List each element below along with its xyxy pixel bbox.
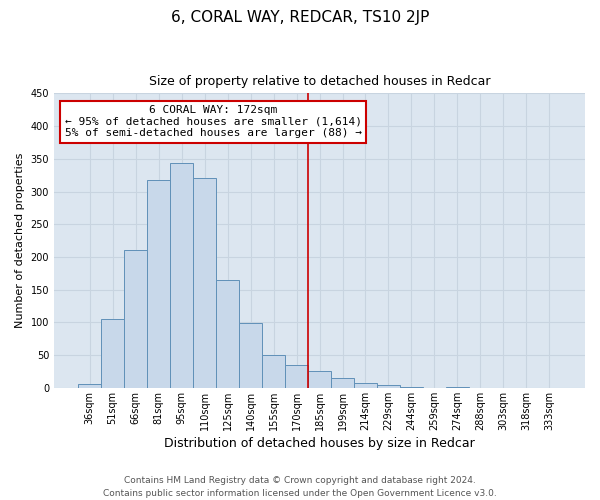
Bar: [400, 386, 423, 388]
Bar: [331, 378, 354, 388]
Bar: [354, 382, 377, 388]
Bar: [101, 318, 124, 388]
Bar: [78, 384, 101, 388]
Bar: [285, 365, 308, 388]
Bar: [308, 371, 331, 388]
Text: 6 CORAL WAY: 172sqm
← 95% of detached houses are smaller (1,614)
5% of semi-deta: 6 CORAL WAY: 172sqm ← 95% of detached ho…: [65, 105, 362, 138]
Bar: [193, 178, 216, 388]
Bar: [147, 180, 170, 388]
Bar: [124, 250, 147, 388]
Bar: [446, 387, 469, 388]
Bar: [239, 323, 262, 388]
Bar: [377, 386, 400, 388]
Y-axis label: Number of detached properties: Number of detached properties: [15, 153, 25, 328]
Bar: [262, 354, 285, 388]
Text: 6, CORAL WAY, REDCAR, TS10 2JP: 6, CORAL WAY, REDCAR, TS10 2JP: [171, 10, 429, 25]
Text: Contains HM Land Registry data © Crown copyright and database right 2024.
Contai: Contains HM Land Registry data © Crown c…: [103, 476, 497, 498]
X-axis label: Distribution of detached houses by size in Redcar: Distribution of detached houses by size …: [164, 437, 475, 450]
Bar: [170, 164, 193, 388]
Bar: [216, 280, 239, 388]
Title: Size of property relative to detached houses in Redcar: Size of property relative to detached ho…: [149, 75, 490, 88]
